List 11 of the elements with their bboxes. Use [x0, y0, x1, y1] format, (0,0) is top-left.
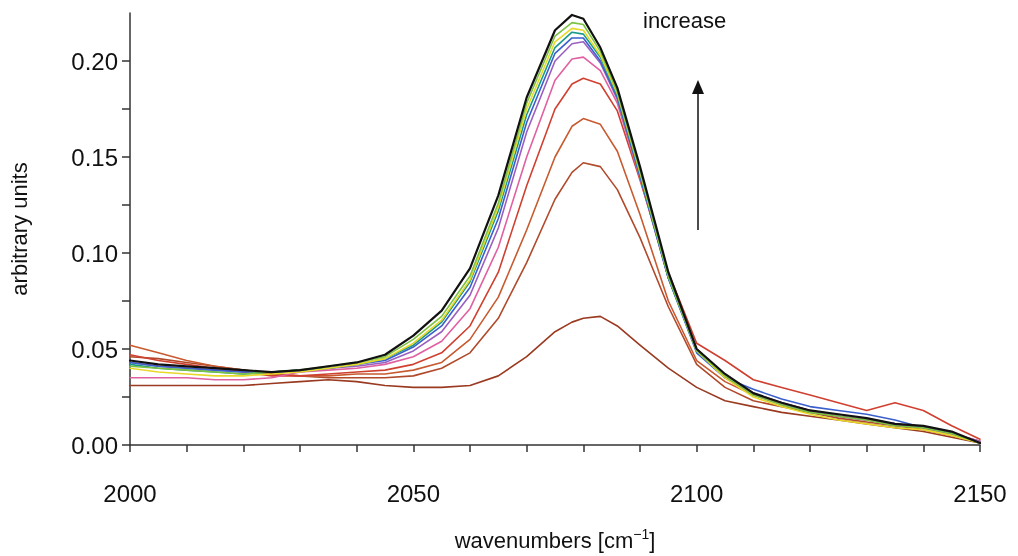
y-tick-label: 0.05: [71, 335, 118, 363]
x-tick-label: 2100: [669, 479, 724, 507]
y-tick-label: 0.15: [71, 143, 118, 171]
y-tick-label: 0.00: [71, 431, 118, 459]
annotation: increase: [643, 8, 727, 34]
x-tick-label: 2050: [386, 479, 441, 507]
y-tick-label: 0.10: [71, 239, 118, 267]
y-tick-label: 0.20: [71, 47, 118, 75]
y-axis-title: arbitrary units: [6, 162, 32, 296]
x-tick-label: 2000: [103, 479, 157, 507]
x-tick-label: 2150: [953, 479, 1007, 507]
